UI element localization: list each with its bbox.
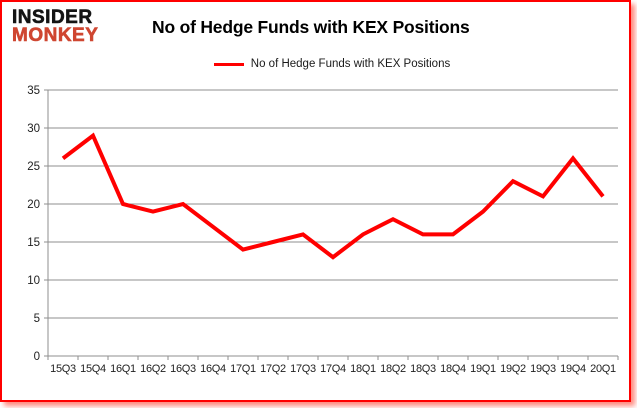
x-axis-label: 17Q4 — [320, 363, 346, 375]
x-axis-label: 15Q3 — [50, 363, 76, 375]
legend-label: No of Hedge Funds with KEX Positions — [250, 58, 451, 70]
y-axis-label: 0 — [34, 351, 40, 363]
y-axis-label: 10 — [27, 275, 40, 287]
logo-monkey-text: MONKEY — [12, 25, 99, 47]
x-axis-label: 17Q3 — [290, 363, 316, 375]
x-axis-label: 16Q3 — [170, 363, 196, 375]
x-axis-label: 19Q3 — [530, 363, 556, 375]
x-axis-label: 15Q4 — [80, 363, 106, 375]
logo-insider-text: INSIDER — [12, 7, 93, 28]
chart-title: No of Hedge Funds with KEX Positions — [152, 17, 470, 37]
series-line — [61, 132, 605, 260]
insider-monkey-logo: INSIDER MONKEY — [12, 7, 99, 47]
chart-card: INSIDER MONKEY No of Hedge Funds with KE… — [0, 0, 631, 402]
y-axis-label: 25 — [27, 161, 40, 173]
x-axis-label: 18Q4 — [440, 363, 466, 375]
legend-line-swatch — [213, 62, 244, 66]
y-axis-label: 20 — [27, 199, 40, 211]
x-axis-label: 18Q2 — [380, 363, 406, 375]
line-chart: 0 5 10 15 20 25 30 35 15Q3 15Q4 16Q1 16Q2 16Q3 16Q4 17… — [27, 85, 619, 375]
x-axis-label: 18Q3 — [410, 363, 436, 375]
x-axis-label: 16Q1 — [110, 363, 136, 375]
x-axis-label: 16Q2 — [140, 363, 166, 375]
y-axis-label: 35 — [27, 85, 40, 97]
x-axis-label: 18Q1 — [350, 363, 376, 375]
y-axis-label: 15 — [27, 237, 40, 249]
y-axis-label: 30 — [27, 123, 40, 135]
x-axis-label: 19Q4 — [560, 363, 586, 375]
x-axis-label: 16Q4 — [200, 363, 226, 375]
x-axis-label: 17Q1 — [230, 363, 256, 375]
x-axis-label: 17Q2 — [260, 363, 286, 375]
x-axis-label: 19Q2 — [500, 363, 526, 375]
legend: No of Hedge Funds with KEX Positions — [46, 58, 618, 70]
y-axis-label: 5 — [34, 313, 40, 325]
x-axis-label: 20Q1 — [590, 363, 616, 375]
x-axis-label: 19Q1 — [470, 363, 496, 375]
